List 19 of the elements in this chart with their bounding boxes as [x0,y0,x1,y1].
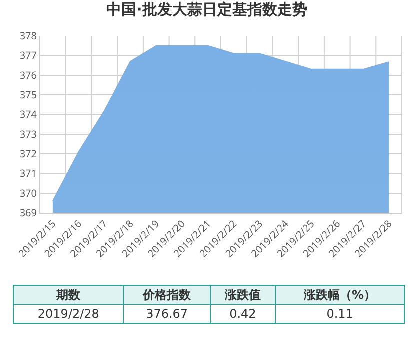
text: 0.11 [276,304,404,324]
y-tick-label: 378 [20,28,38,42]
y-tick-label: 370 [20,186,38,200]
text: 期数 [14,286,124,304]
text: 376.67 [124,304,210,324]
y-tick-label: 369 [20,206,38,220]
y-tick-label: 374 [20,107,38,122]
y-tick-label: 373 [20,126,38,141]
y-tick-label: 371 [20,166,37,180]
text: 涨跌值 [210,286,276,304]
chart-title: 中国·批发大蒜日定基指数走势 [106,0,308,19]
text: 价格指数 [124,286,210,304]
y-tick-label: 376 [20,68,38,82]
text: 2019/2/28 [14,304,124,324]
y-tick-label: 375 [20,88,38,102]
y-tick-label: 377 [20,48,38,62]
text: 0.42 [210,304,276,324]
y-tick-label: 372 [20,146,38,160]
text: 涨跌幅（%） [276,286,404,304]
